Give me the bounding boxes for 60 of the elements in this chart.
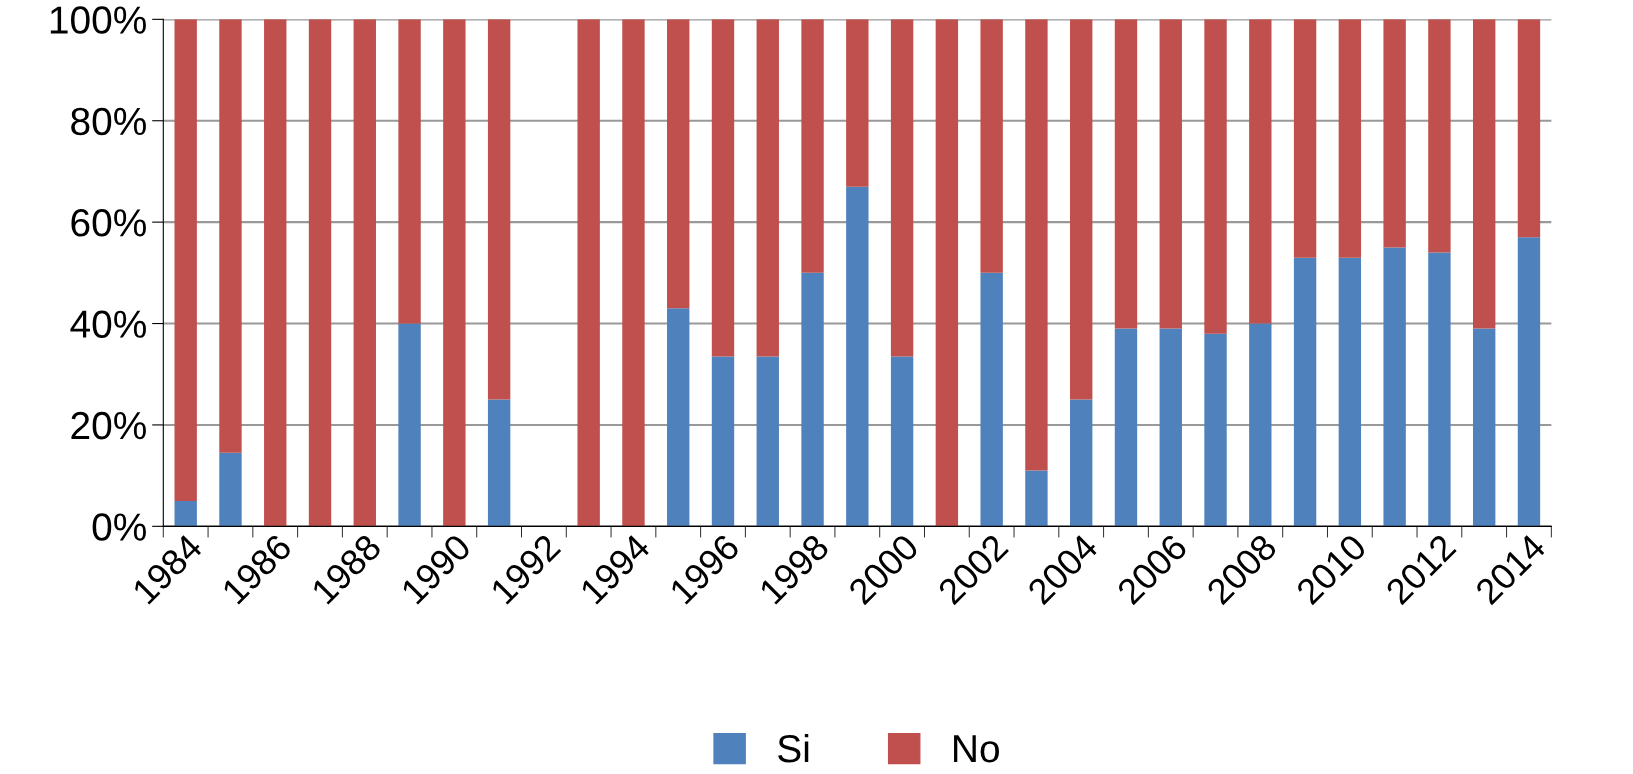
bar — [174, 500, 197, 527]
bar — [890, 356, 914, 527]
bar — [577, 19, 600, 527]
bar — [1070, 399, 1093, 527]
bar — [264, 19, 287, 527]
bar — [1025, 19, 1048, 471]
bar — [890, 19, 914, 357]
bar — [353, 19, 376, 527]
bar — [1383, 19, 1406, 248]
bar — [1204, 333, 1227, 527]
y-tick-label: 100% — [50, 6, 146, 34]
bar — [398, 19, 421, 324]
bar — [846, 186, 869, 527]
bar — [443, 19, 466, 527]
bar — [174, 19, 197, 501]
bar — [1070, 19, 1093, 400]
bar — [711, 356, 735, 527]
bar — [846, 19, 869, 187]
bar — [622, 19, 645, 527]
bar — [667, 19, 690, 309]
bar — [487, 19, 511, 400]
bar — [935, 19, 959, 527]
bar — [756, 19, 779, 357]
bar — [1204, 19, 1227, 334]
y-tick-label: 40% — [70, 310, 146, 339]
bar — [1293, 257, 1317, 527]
bar — [1338, 257, 1362, 527]
bar — [1249, 323, 1272, 527]
bar — [1383, 247, 1406, 527]
bar — [487, 399, 511, 527]
bar — [1249, 19, 1272, 324]
bar — [1472, 19, 1496, 329]
bar — [1517, 19, 1541, 238]
bar — [801, 272, 824, 527]
bar — [219, 452, 242, 527]
bar — [801, 19, 824, 273]
bar — [756, 356, 779, 527]
bar — [398, 323, 421, 527]
bar — [667, 308, 690, 527]
y-tick-label: 80% — [71, 107, 146, 136]
bar — [1428, 19, 1451, 253]
bar — [1025, 470, 1048, 527]
bar — [1159, 19, 1182, 329]
y-tick-label: 60% — [71, 209, 146, 237]
bar — [308, 19, 332, 527]
bar — [1338, 19, 1362, 258]
bar — [1293, 19, 1317, 258]
bar — [1114, 19, 1138, 329]
bar — [1517, 237, 1541, 527]
y-tick-label: 20% — [71, 411, 146, 440]
bar — [711, 19, 735, 357]
bar — [1472, 328, 1496, 527]
bar — [1114, 328, 1138, 527]
legend-label: Si — [778, 733, 809, 763]
legend-label: No — [954, 735, 999, 763]
bar — [980, 19, 1003, 273]
bar — [219, 19, 242, 453]
bar — [980, 272, 1003, 527]
bar — [1159, 328, 1182, 527]
bar — [1428, 252, 1451, 527]
